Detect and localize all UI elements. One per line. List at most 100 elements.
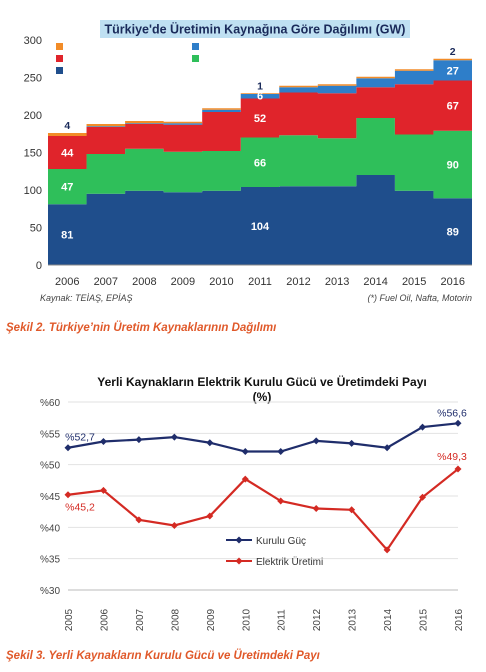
- data-point: [170, 433, 178, 441]
- x-tick-label: 2011: [248, 276, 272, 288]
- legend-swatch: [56, 43, 63, 50]
- y-tick-label: 50: [30, 223, 42, 235]
- data-point: [64, 491, 72, 499]
- y-tick-label: 0: [36, 260, 42, 272]
- y-tick-label: %35: [40, 555, 60, 566]
- data-point: [206, 439, 214, 447]
- y-tick-label: %40: [40, 523, 60, 534]
- x-tick-label: 2016: [440, 276, 464, 288]
- data-label: 90: [447, 160, 459, 172]
- data-label: 81: [61, 230, 73, 242]
- data-point: [383, 444, 391, 452]
- data-label: 44: [61, 148, 74, 160]
- y-tick-label: %45: [40, 492, 60, 503]
- figure-caption-1: Şekil 2. Türkiye’nin Üretim Kaynaklarını…: [6, 322, 277, 334]
- x-tick-label: 2008: [132, 276, 156, 288]
- title-banner: [100, 20, 410, 38]
- data-label: 1: [257, 80, 263, 92]
- data-point: [99, 486, 107, 494]
- data-point: [348, 506, 356, 514]
- y-tick-label: 200: [24, 110, 42, 122]
- data-label: %56,6: [437, 407, 467, 419]
- legend-swatch: [56, 67, 63, 74]
- data-point: [135, 436, 143, 444]
- data-point: [419, 423, 427, 431]
- legend-swatch: [192, 55, 199, 62]
- x-tick-label: 2014: [383, 608, 394, 631]
- figure-caption-2: Şekil 3. Yerli Kaynakların Kurulu Gücü v…: [6, 650, 320, 662]
- legend-item: Yenilenebilir ve Diğer: [192, 42, 291, 53]
- x-tick-label: 2013: [325, 276, 349, 288]
- legend-marker: [235, 536, 243, 544]
- data-point: [241, 448, 249, 456]
- y-tick-label: 150: [24, 148, 42, 160]
- data-point: [312, 437, 320, 445]
- data-point: [454, 465, 462, 473]
- chart-title: Yerli Kaynakların Elektrik Kurulu Gücü v…: [97, 374, 426, 389]
- data-point: [170, 521, 178, 529]
- data-label: 27: [447, 65, 459, 77]
- data-label: 67: [447, 101, 459, 113]
- data-label: 66: [254, 157, 266, 169]
- stacked-area-chart: Türkiye'de Üretimin Kaynağına Göre Dağıl…: [24, 20, 472, 288]
- legend-label: Doğalgaz: [66, 66, 106, 77]
- data-point: [348, 439, 356, 447]
- data-point: [135, 516, 143, 524]
- x-tick-label: 2010: [241, 608, 252, 631]
- x-tick-label: 2010: [209, 276, 233, 288]
- legend-item: Petrol Ürünleri*: [56, 42, 131, 53]
- legend-label: Yenilenebilir ve Diğer: [202, 42, 291, 53]
- area-1: [48, 118, 472, 205]
- y-tick-label: 250: [24, 73, 42, 85]
- legend-label: Hidroelektrik: [66, 54, 119, 65]
- data-label: %45,2: [65, 502, 95, 514]
- y-tick-label: 100: [24, 185, 42, 197]
- x-tick-label: 2009: [171, 276, 195, 288]
- data-point: [419, 493, 427, 501]
- data-point: [241, 475, 249, 483]
- data-label: 52: [254, 113, 266, 125]
- data-label: 47: [61, 182, 73, 194]
- footnote: (*) Fuel Oil, Nafta, Motorin: [367, 293, 472, 303]
- data-point: [64, 444, 72, 452]
- line-chart: Yerli Kaynakların Elektrik Kurulu Gücü v…: [40, 374, 467, 631]
- data-label: 4: [64, 120, 70, 132]
- x-tick-label: 2008: [170, 608, 181, 631]
- legend-item: Elektrik Üretimi: [226, 556, 323, 568]
- x-tick-label: 2015: [402, 276, 426, 288]
- x-tick-label: 2011: [277, 609, 288, 631]
- x-tick-label: 2006: [55, 276, 79, 288]
- chart-subtitle: (%): [253, 390, 272, 404]
- data-label: %49,3: [437, 451, 467, 463]
- data-label: 6: [257, 90, 263, 102]
- legend-label: Elektrik Üretimi: [256, 556, 323, 568]
- data-point: [454, 419, 462, 427]
- x-tick-label: 2012: [312, 608, 323, 631]
- y-tick-label: %50: [40, 461, 60, 472]
- legend-swatch: [192, 43, 199, 50]
- legend-label: Petrol Ürünleri*: [66, 42, 131, 53]
- x-tick-label: 2006: [99, 608, 110, 631]
- data-point: [99, 437, 107, 445]
- y-tick-label: %30: [40, 586, 60, 597]
- x-tick-label: 2016: [454, 608, 465, 631]
- data-point: [206, 512, 214, 520]
- legend-item: Hidroelektrik: [56, 54, 119, 65]
- data-label: 2: [450, 46, 456, 58]
- x-tick-label: 2012: [286, 276, 310, 288]
- area-0: [48, 175, 472, 265]
- series-line-1: [67, 468, 459, 552]
- data-point: [383, 546, 391, 554]
- y-tick-label: 300: [24, 35, 42, 47]
- legend-item: Kömür: [192, 54, 230, 65]
- area-3: [48, 60, 472, 136]
- data-label: 104: [251, 221, 270, 233]
- legend-swatch: [56, 55, 63, 62]
- legend-marker: [235, 557, 243, 565]
- legend-label: Kömür: [202, 54, 230, 65]
- x-tick-label: 2014: [363, 276, 387, 288]
- data-point: [312, 505, 320, 513]
- x-tick-label: 2007: [135, 608, 146, 631]
- y-tick-label: %55: [40, 429, 60, 440]
- data-point: [277, 448, 285, 456]
